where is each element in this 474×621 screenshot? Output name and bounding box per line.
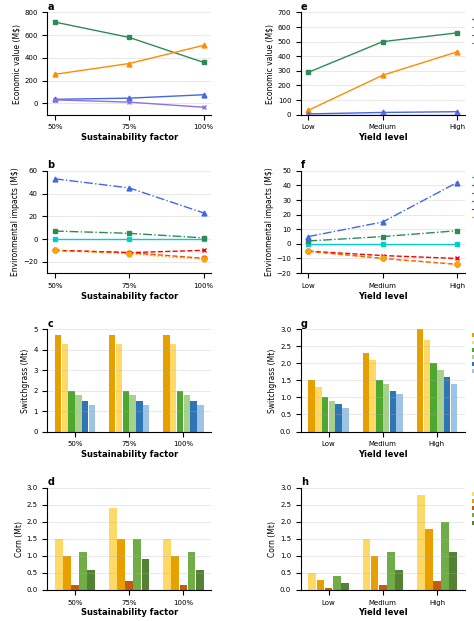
- Bar: [383, 384, 389, 432]
- Bar: [79, 553, 87, 590]
- Bar: [325, 588, 332, 590]
- Text: b: b: [47, 160, 55, 170]
- Bar: [183, 395, 190, 432]
- Bar: [134, 539, 141, 590]
- Y-axis label: Economic value (M$): Economic value (M$): [12, 24, 21, 104]
- Bar: [191, 401, 197, 432]
- Bar: [172, 556, 179, 590]
- Bar: [63, 556, 71, 590]
- Y-axis label: Economic value (M$): Economic value (M$): [266, 24, 275, 104]
- Bar: [369, 360, 376, 432]
- Text: a: a: [47, 2, 54, 12]
- Bar: [395, 569, 403, 590]
- Bar: [451, 384, 457, 432]
- Bar: [433, 581, 441, 590]
- Text: g: g: [301, 319, 308, 329]
- Bar: [163, 335, 170, 432]
- Bar: [309, 381, 315, 432]
- Bar: [425, 528, 433, 590]
- Bar: [387, 553, 395, 590]
- Bar: [328, 401, 335, 432]
- Bar: [390, 391, 396, 432]
- Bar: [417, 494, 425, 590]
- Bar: [333, 576, 340, 590]
- Y-axis label: Corn (Mt): Corn (Mt): [15, 521, 24, 557]
- X-axis label: Sustainability factor: Sustainability factor: [81, 133, 178, 142]
- Bar: [309, 573, 316, 590]
- Y-axis label: Corn (Mt): Corn (Mt): [268, 521, 277, 557]
- Bar: [163, 539, 171, 590]
- Bar: [68, 391, 75, 432]
- Bar: [322, 397, 328, 432]
- Bar: [396, 394, 403, 432]
- Bar: [123, 391, 129, 432]
- Bar: [342, 407, 349, 432]
- Legend: Yield in CR, Harvested from CR, Yield in GR, Harvested from GR, Yield in MR, Har: Yield in CR, Harvested from CR, Yield in…: [471, 332, 474, 376]
- Bar: [87, 569, 95, 590]
- Legend: Erosion saving (S), Erosion saving (C), Carbon sequestration (S), Carbon sequest: Erosion saving (S), Erosion saving (C), …: [471, 174, 474, 221]
- Bar: [379, 585, 387, 590]
- Bar: [196, 569, 203, 590]
- Bar: [441, 522, 449, 590]
- Bar: [62, 343, 68, 432]
- X-axis label: Sustainability factor: Sustainability factor: [81, 609, 178, 617]
- Bar: [55, 539, 63, 590]
- Text: d: d: [47, 477, 55, 487]
- Bar: [142, 560, 149, 590]
- Text: e: e: [301, 2, 308, 12]
- Bar: [143, 405, 149, 432]
- Bar: [180, 585, 187, 590]
- Text: h: h: [301, 477, 308, 487]
- Bar: [75, 395, 82, 432]
- Bar: [430, 363, 437, 432]
- Bar: [197, 405, 203, 432]
- Bar: [136, 401, 143, 432]
- Bar: [449, 553, 457, 590]
- Bar: [341, 583, 349, 590]
- Bar: [82, 401, 88, 432]
- Bar: [55, 335, 61, 432]
- Legend: Grain yield, Grain harvested for food, Grain harvested for ethanol, Stover yield: Grain yield, Grain harvested for food, G…: [471, 491, 474, 527]
- Bar: [89, 405, 95, 432]
- Bar: [444, 377, 450, 432]
- Bar: [129, 395, 136, 432]
- Text: f: f: [301, 160, 305, 170]
- Y-axis label: Environmental impacts (M$): Environmental impacts (M$): [11, 168, 20, 276]
- Bar: [117, 539, 125, 590]
- X-axis label: Yield level: Yield level: [358, 609, 408, 617]
- Bar: [376, 381, 383, 432]
- X-axis label: Yield level: Yield level: [358, 450, 408, 459]
- Bar: [116, 343, 122, 432]
- Bar: [125, 581, 133, 590]
- Legend: Switchgrass sales, Corn grain sales, Corn stover sales, Total environmental bene: Switchgrass sales, Corn grain sales, Cor…: [471, 16, 474, 47]
- X-axis label: Sustainability factor: Sustainability factor: [81, 292, 178, 301]
- Bar: [109, 508, 117, 590]
- Bar: [315, 388, 321, 432]
- Bar: [177, 391, 183, 432]
- Bar: [371, 556, 378, 590]
- Bar: [71, 585, 79, 590]
- Y-axis label: Environmental impacts (M$): Environmental impacts (M$): [264, 168, 273, 276]
- X-axis label: Yield level: Yield level: [358, 292, 408, 301]
- Bar: [424, 340, 430, 432]
- Bar: [188, 553, 195, 590]
- Bar: [317, 580, 324, 590]
- Bar: [437, 370, 444, 432]
- Bar: [109, 335, 116, 432]
- Y-axis label: Switchgrass (Mt): Switchgrass (Mt): [268, 348, 277, 412]
- X-axis label: Yield level: Yield level: [358, 133, 408, 142]
- X-axis label: Sustainability factor: Sustainability factor: [81, 450, 178, 459]
- Bar: [170, 343, 176, 432]
- Y-axis label: Switchgrass (Mt): Switchgrass (Mt): [21, 348, 30, 412]
- Bar: [363, 539, 370, 590]
- Text: c: c: [47, 319, 53, 329]
- Bar: [336, 404, 342, 432]
- Bar: [417, 329, 423, 432]
- Bar: [363, 353, 369, 432]
